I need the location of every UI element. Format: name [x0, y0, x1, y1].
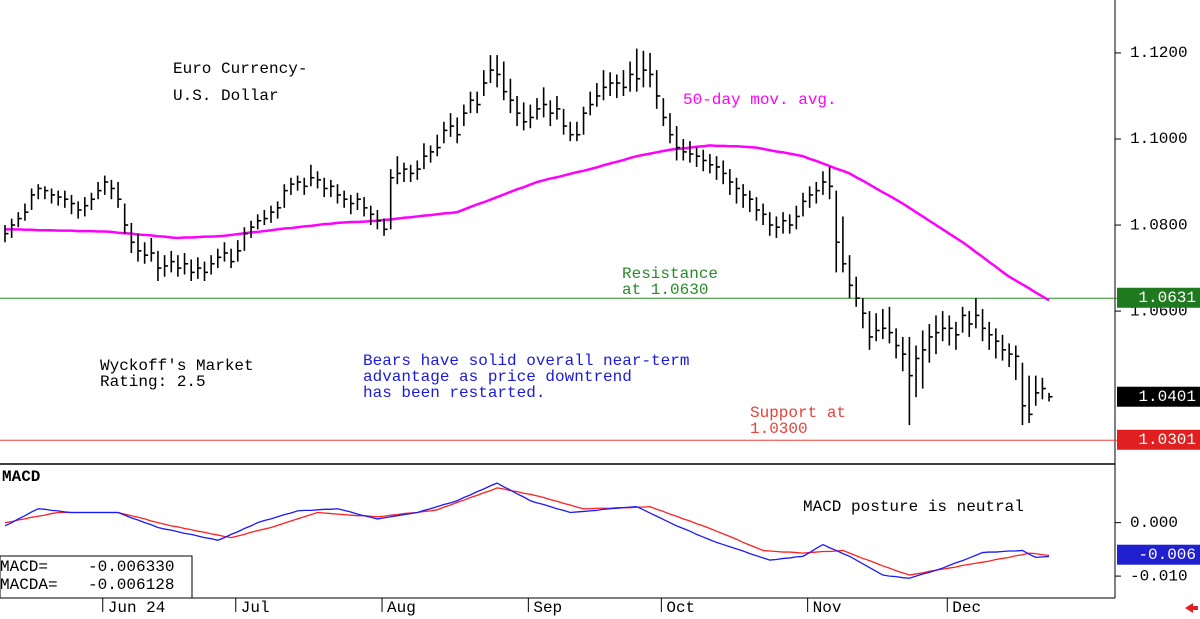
level-label: at 1.0630	[622, 281, 708, 299]
legend-name: MACDA=	[0, 576, 58, 594]
panel-title: MACD	[2, 468, 40, 486]
y-tick-label: 1.0800	[1130, 216, 1188, 234]
annotation: Bears have solid overall near-term	[363, 352, 689, 370]
price-marker-label: 1.0301	[1138, 431, 1196, 449]
annotation: advantage as price downtrend	[363, 368, 632, 386]
legend-readout: -0.006330	[88, 558, 174, 576]
annotation: MACD posture is neutral	[803, 498, 1024, 516]
level-label: Support at	[750, 404, 846, 422]
chart-title: Euro Currency-	[173, 60, 307, 78]
x-tick-label: Oct	[666, 599, 695, 617]
x-tick-label: Nov	[813, 599, 842, 617]
price-marker	[1117, 386, 1200, 407]
x-tick-label: Aug	[387, 599, 416, 617]
price-marker	[1117, 429, 1200, 450]
readout-box	[0, 555, 193, 599]
moving-average-label: 50-day mov. avg.	[683, 91, 837, 109]
x-tick-label: Jun 24	[108, 599, 166, 617]
chart-title: U.S. Dollar	[173, 87, 279, 105]
y-tick-label: 1.1200	[1130, 44, 1188, 62]
price-marker-label: 1.0631	[1138, 289, 1196, 307]
macd-marker	[1117, 544, 1200, 565]
y-tick-label: 1.1000	[1130, 130, 1188, 148]
legend-name: MACD=	[0, 558, 48, 576]
x-tick-label: Jul	[241, 599, 270, 617]
x-tick-label: Sep	[533, 599, 562, 617]
level-label: 1.0300	[750, 420, 808, 438]
annotation: Wyckoff's Market	[100, 357, 254, 375]
annotation: has been restarted.	[363, 384, 545, 402]
macd-line	[4, 482, 1050, 579]
moving-average-line	[5, 144, 1050, 302]
x-tick-label: Dec	[952, 599, 981, 617]
price-marker-label: 1.0401	[1138, 388, 1196, 406]
legend-readout: -0.006128	[88, 576, 174, 594]
y-tick-label: -0.010	[1130, 567, 1188, 585]
price-marker	[1117, 287, 1200, 308]
macd-marker-label: -0.006	[1138, 546, 1196, 564]
macd-line	[4, 487, 1050, 576]
level-label: Resistance	[622, 265, 718, 283]
y-tick-label: 0.000	[1130, 514, 1178, 532]
arrow-icon	[1185, 603, 1198, 613]
annotation: Rating: 2.5	[100, 373, 206, 391]
